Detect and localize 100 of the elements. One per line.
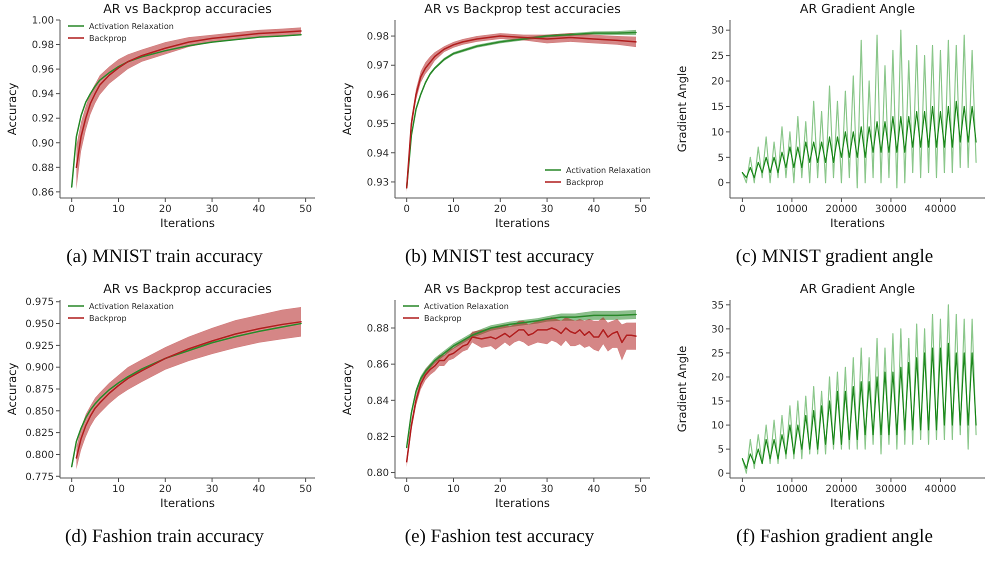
y-tick-label: 10	[711, 420, 724, 432]
y-tick-label: 0.86	[366, 360, 389, 371]
x-tick-label: 40	[252, 204, 266, 215]
y-axis-title: Accuracy	[5, 362, 19, 416]
legend-label: Activation Relaxation	[424, 302, 509, 311]
x-tick-label: 50	[299, 484, 312, 495]
x-tick-label: 0	[404, 484, 410, 495]
x-tick-label: 10000	[776, 204, 808, 215]
x-tick-label: 20	[494, 204, 507, 215]
x-tick-label: 30	[540, 204, 554, 215]
chart-title: AR vs Backprop test accuracies	[424, 281, 621, 296]
x-tick-label: 40	[252, 484, 266, 495]
x-tick-label: 50	[634, 484, 648, 495]
y-tick-label: 0.88	[366, 324, 389, 335]
y-tick-label: 30	[711, 26, 724, 37]
x-tick-label: 30000	[875, 484, 907, 495]
x-tick-label: 20000	[826, 204, 858, 215]
x-tick-label: 30000	[875, 204, 907, 215]
y-tick-label: 0	[718, 468, 724, 480]
y-tick-label: 0.825	[25, 428, 54, 440]
x-tick-label: 40000	[924, 204, 956, 215]
chart-title: AR Gradient Angle	[800, 1, 916, 16]
y-tick-label: 0.84	[366, 396, 389, 407]
y-axis-title: Gradient Angle	[675, 66, 689, 152]
x-tick-label: 20000	[826, 484, 858, 495]
legend-label: Backprop	[89, 34, 127, 43]
x-tick-label: 0	[739, 204, 746, 215]
line-series	[742, 100, 977, 178]
y-axis-title: Gradient Angle	[675, 346, 689, 432]
x-tick-label: 30	[540, 484, 554, 495]
legend-label: Backprop	[566, 178, 604, 187]
y-tick-label: 0.850	[25, 406, 54, 418]
text: (a) MNIST train accuracy	[66, 246, 264, 267]
x-axis-title: Iterations	[495, 216, 550, 230]
y-tick-label: 0.80	[366, 468, 389, 480]
x-axis-title: Iterations	[495, 496, 550, 510]
y-tick-label: 0.94	[32, 89, 54, 100]
x-tick-label: 0	[739, 484, 746, 495]
text: (e) Fashion test accuracy	[404, 526, 595, 547]
line-series	[742, 30, 977, 188]
text: (d) Fashion train accuracy	[65, 526, 264, 547]
text: (b) MNIST test accuracy	[404, 246, 595, 267]
y-tick-label: 0.92	[32, 114, 54, 125]
y-tick-label: 0	[718, 178, 724, 190]
x-tick-label: 10	[447, 484, 460, 495]
y-tick-label: 15	[711, 102, 724, 113]
y-tick-label: 0.96	[366, 90, 389, 101]
y-tick-label: 0.925	[25, 340, 54, 352]
line-series	[76, 30, 302, 168]
x-tick-label: 40000	[924, 484, 956, 495]
x-tick-label: 20	[158, 204, 172, 215]
chart-title: AR vs Backprop test accuracies	[424, 1, 621, 16]
y-axis-title: Accuracy	[5, 82, 19, 136]
x-tick-label: 20	[494, 484, 507, 495]
y-axis-title: Accuracy	[340, 82, 354, 136]
line-series	[742, 342, 977, 469]
chart-title: AR vs Backprop accuracies	[103, 281, 272, 296]
x-tick-label: 0	[68, 484, 75, 495]
y-tick-label: 0.96	[32, 64, 54, 76]
legend-label: Activation Relaxation	[566, 166, 651, 175]
y-tick-label: 0.97	[366, 60, 389, 72]
x-tick-label: 0	[68, 204, 75, 215]
legend-label: Activation Relaxation	[89, 302, 174, 311]
legend-label: Backprop	[89, 314, 127, 323]
x-tick-label: 40	[587, 204, 600, 215]
y-tick-label: 5	[718, 444, 724, 456]
y-tick-label: 0.90	[32, 138, 54, 150]
y-tick-label: 35	[711, 300, 724, 312]
legend-label: Backprop	[424, 314, 462, 323]
y-tick-label: 0.875	[25, 384, 54, 396]
y-tick-label: 0.900	[25, 362, 54, 374]
x-tick-label: 10	[112, 204, 125, 215]
y-tick-label: 25	[711, 51, 724, 62]
y-tick-label: 0.88	[32, 162, 54, 174]
x-tick-label: 40	[587, 484, 600, 495]
y-tick-label: 10	[711, 127, 724, 138]
x-tick-label: 50	[634, 204, 648, 215]
x-axis-title: Iterations	[160, 496, 215, 510]
chart-title: AR Gradient Angle	[800, 281, 916, 296]
x-tick-label: 20	[158, 484, 172, 495]
y-tick-label: 15	[711, 396, 724, 408]
y-tick-label: 0.94	[366, 148, 389, 160]
line-series	[742, 304, 977, 474]
y-tick-label: 0.775	[25, 472, 54, 483]
x-tick-label: 10	[112, 484, 125, 495]
y-tick-label: 0.86	[32, 187, 54, 198]
y-tick-label: 0.98	[366, 32, 389, 43]
text: (f) Fashion gradient angle	[736, 526, 933, 547]
x-tick-label: 10	[447, 204, 460, 215]
y-tick-label: 0.800	[25, 450, 54, 461]
x-tick-label: 0	[404, 204, 410, 215]
x-axis-title: Iterations	[830, 216, 885, 230]
y-tick-label: 25	[711, 348, 724, 360]
y-tick-label: 0.82	[366, 432, 389, 443]
x-tick-label: 10000	[776, 484, 808, 495]
y-tick-label: 20	[711, 76, 724, 88]
y-tick-label: 5	[718, 152, 724, 164]
x-axis-title: Iterations	[830, 496, 885, 510]
y-tick-label: 0.95	[366, 119, 389, 130]
y-tick-label: 1.00	[32, 16, 54, 26]
